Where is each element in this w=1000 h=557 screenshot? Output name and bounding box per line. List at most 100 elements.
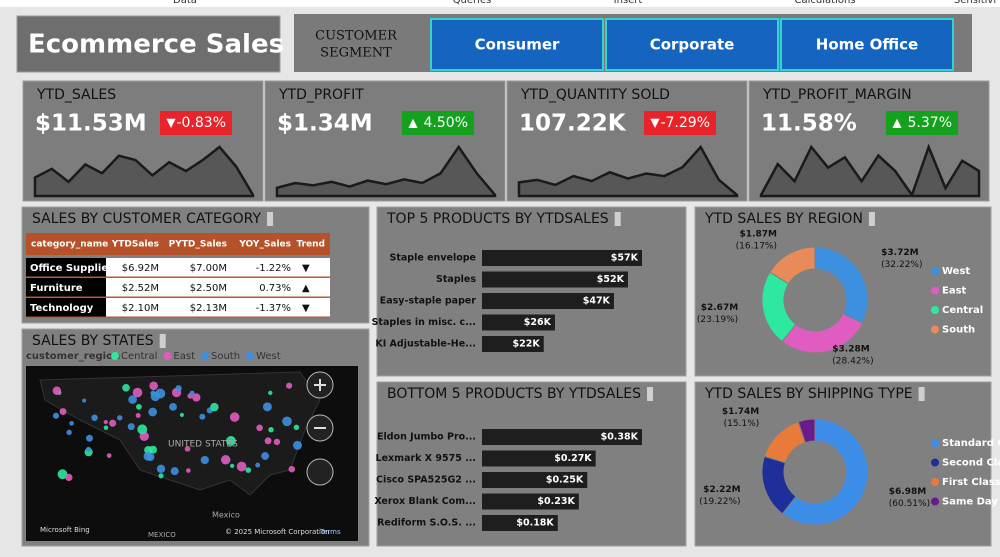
kpi-change: -7.29% bbox=[660, 115, 710, 131]
donut-slice bbox=[769, 246, 816, 285]
map-dot bbox=[262, 402, 272, 412]
donut-value-label: $3.28M bbox=[832, 345, 869, 355]
map-legend-label: East bbox=[173, 351, 195, 362]
ribbon-tab: Insert bbox=[614, 0, 643, 6]
map-dot bbox=[156, 464, 166, 473]
donut-value-label: $1.87M bbox=[740, 230, 777, 240]
sparkline-area bbox=[275, 144, 497, 198]
map-dot bbox=[273, 438, 281, 446]
kpi-change: -0.83% bbox=[176, 115, 226, 131]
map-label: Microsoft Bing bbox=[40, 526, 90, 534]
map-dot bbox=[128, 395, 137, 404]
map-dot bbox=[292, 440, 302, 450]
segment-button-label: Home Office bbox=[816, 36, 918, 54]
segment-label: CUSTOMER bbox=[315, 29, 398, 44]
map-dot bbox=[200, 455, 209, 465]
segment-label: SEGMENT bbox=[320, 46, 392, 61]
map-dot bbox=[66, 429, 72, 436]
panel-marker bbox=[647, 387, 654, 401]
bar-value-label: $52K bbox=[597, 274, 625, 285]
kpi-label: YTD_SALES bbox=[36, 87, 116, 103]
donut-percent-label: (60.51%) bbox=[889, 499, 930, 509]
donut-percent-label: (15.1%) bbox=[724, 419, 760, 429]
bar-category: Rediform S.O.S. ... bbox=[377, 518, 476, 529]
map-dot bbox=[122, 384, 130, 392]
segment-button[interactable] bbox=[430, 18, 604, 71]
legend-label: East bbox=[942, 286, 967, 297]
map-dot bbox=[109, 419, 117, 427]
map-dot bbox=[199, 413, 206, 420]
map-dot bbox=[293, 424, 300, 431]
table-row-head bbox=[26, 298, 106, 317]
map-dot bbox=[117, 415, 123, 421]
map-dot bbox=[52, 386, 62, 395]
map-dot bbox=[268, 390, 273, 396]
bar bbox=[482, 336, 544, 352]
map-dot bbox=[189, 390, 195, 396]
map-dot bbox=[186, 468, 191, 473]
map-dot bbox=[158, 473, 164, 479]
table-cell: $2.13M bbox=[190, 303, 227, 314]
map-dot bbox=[65, 473, 73, 482]
legend-marker bbox=[931, 478, 939, 486]
kpi-badge bbox=[644, 111, 716, 135]
legend-label: Second Class bbox=[942, 458, 1000, 469]
select-button[interactable] bbox=[306, 458, 334, 486]
donut-value-label: $1.74M bbox=[722, 407, 759, 417]
table-header bbox=[26, 233, 330, 255]
panel-marker bbox=[868, 212, 875, 226]
donut-value-label: $2.22M bbox=[703, 485, 740, 495]
map-dot bbox=[59, 408, 67, 416]
kpi-value: $1.34M bbox=[277, 111, 373, 137]
legend-marker bbox=[931, 286, 939, 295]
map-dot bbox=[256, 424, 263, 432]
map-dot bbox=[175, 385, 182, 392]
map-land bbox=[39, 371, 321, 496]
map-dot bbox=[86, 446, 92, 452]
bar-value-label: $0.18K bbox=[516, 518, 554, 529]
donut-value-label: $6.98M bbox=[889, 487, 926, 497]
kpi-label: YTD_QUANTITY SOLD bbox=[520, 87, 670, 103]
table-cell: $7.00M bbox=[190, 263, 227, 274]
legend-dot bbox=[246, 352, 255, 360]
map-legend-label: Central bbox=[121, 351, 157, 362]
kpi-arrow: ▼ bbox=[166, 116, 176, 130]
map-dot bbox=[148, 407, 158, 417]
table-cell: $2.50M bbox=[190, 283, 227, 294]
map-dot bbox=[226, 435, 236, 446]
table-header-cell: YOY_Sales bbox=[238, 240, 291, 250]
panel-title: TOP 5 PRODUCTS BY YTDSALES bbox=[386, 211, 609, 227]
donut-percent-label: (19.22%) bbox=[699, 497, 740, 507]
table-cell: ▼ bbox=[302, 303, 310, 314]
legend-label: Same Day bbox=[942, 497, 998, 508]
map-dot bbox=[132, 387, 143, 398]
map-dot bbox=[57, 469, 68, 480]
bar-value-label: $0.23K bbox=[537, 496, 575, 507]
map-dot bbox=[179, 412, 184, 417]
panel bbox=[694, 206, 992, 377]
bar-value-label: $47K bbox=[583, 296, 611, 307]
table-cell: -1.22% bbox=[256, 263, 291, 274]
map-dot bbox=[135, 413, 141, 418]
table-cell: Furniture bbox=[30, 283, 83, 294]
segment-button[interactable] bbox=[780, 18, 954, 71]
table-cell: $6.92M bbox=[122, 263, 159, 274]
table-row-head bbox=[26, 278, 106, 297]
map-dot bbox=[103, 419, 108, 425]
table-header-cell: Trend bbox=[296, 240, 325, 250]
kpi-change: 5.37% bbox=[908, 115, 952, 131]
segment-button[interactable] bbox=[605, 18, 779, 71]
bar bbox=[482, 450, 596, 467]
kpi-arrow: ▲ bbox=[892, 116, 902, 130]
map-legend-label: South bbox=[211, 351, 240, 362]
ribbon-tab: Calculations bbox=[795, 0, 856, 6]
donut-percent-label: (23.19%) bbox=[697, 315, 738, 325]
legend-dot bbox=[201, 352, 209, 360]
map-dot bbox=[106, 453, 112, 458]
map-dot bbox=[127, 423, 135, 431]
bar-value-label: $0.38K bbox=[601, 432, 639, 443]
map-dot bbox=[169, 402, 177, 411]
map-legend-label: West bbox=[256, 351, 281, 362]
map-dot bbox=[86, 434, 93, 442]
